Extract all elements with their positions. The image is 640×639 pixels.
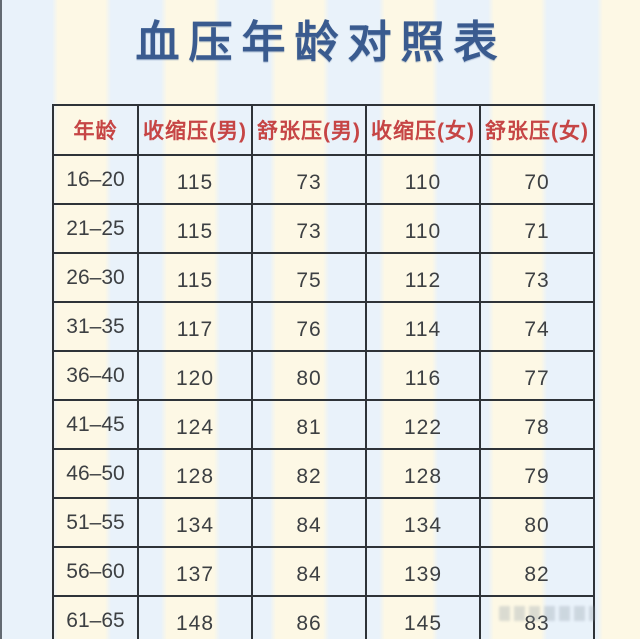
age-cell: 46–50 — [52, 448, 139, 499]
value-cell: 116 — [365, 350, 481, 401]
age-cell: 41–45 — [52, 399, 139, 450]
value-cell: 79 — [479, 448, 595, 499]
value-cell: 134 — [365, 497, 481, 548]
bp-table-header: 年龄 收缩压(男) 舒张压(男) 收缩压(女) 舒张压(女) — [52, 104, 595, 156]
value-cell: 110 — [365, 203, 481, 254]
value-cell: 78 — [479, 399, 595, 450]
value-cell: 128 — [137, 448, 253, 499]
value-cell: 122 — [365, 399, 481, 450]
value-cell: 82 — [251, 448, 367, 499]
value-cell: 112 — [365, 252, 481, 303]
age-cell: 21–25 — [52, 203, 139, 254]
value-cell: 76 — [251, 301, 367, 352]
table-row: 36–40 120 80 116 77 — [52, 350, 595, 401]
header-cell: 舒张压(男) — [251, 104, 367, 156]
table-row: 61–65 148 86 145 83 — [52, 595, 595, 639]
header-cell: 舒张压(女) — [479, 104, 595, 156]
table-row: 41–45 124 81 122 78 — [52, 399, 595, 450]
value-cell: 148 — [137, 595, 253, 639]
table-row: 21–25 115 73 110 71 — [52, 203, 595, 254]
table-row: 16–20 115 73 110 70 — [52, 154, 595, 205]
value-cell: 81 — [251, 399, 367, 450]
value-cell: 71 — [479, 203, 595, 254]
age-cell: 31–35 — [52, 301, 139, 352]
watermark — [499, 606, 595, 621]
table-row: 26–30 115 75 112 73 — [52, 252, 595, 303]
table-row: 56–60 137 84 139 82 — [52, 546, 595, 597]
age-cell: 61–65 — [52, 595, 139, 639]
page-title: 血压年龄对照表 — [135, 18, 507, 67]
table-row: 31–35 117 76 114 74 — [52, 301, 595, 352]
value-cell: 73 — [251, 154, 367, 205]
age-cell: 26–30 — [52, 252, 139, 303]
value-cell: 128 — [365, 448, 481, 499]
value-cell: 120 — [137, 350, 253, 401]
value-cell: 75 — [251, 252, 367, 303]
table-row: 51–55 134 84 134 80 — [52, 497, 595, 548]
value-cell: 84 — [251, 497, 367, 548]
value-cell: 117 — [137, 301, 253, 352]
age-cell: 16–20 — [52, 154, 139, 205]
value-cell: 115 — [137, 203, 253, 254]
value-cell: 115 — [137, 252, 253, 303]
value-cell: 70 — [479, 154, 595, 205]
value-cell: 86 — [251, 595, 367, 639]
value-cell: 82 — [479, 546, 595, 597]
value-cell: 73 — [479, 252, 595, 303]
header-cell: 收缩压(女) — [365, 104, 481, 156]
header-cell: 收缩压(男) — [137, 104, 253, 156]
age-cell: 51–55 — [52, 497, 139, 548]
value-cell: 139 — [365, 546, 481, 597]
value-cell: 84 — [251, 546, 367, 597]
age-cell: 36–40 — [52, 350, 139, 401]
value-cell: 145 — [365, 595, 481, 639]
header-cell: 年龄 — [52, 104, 139, 156]
value-cell: 77 — [479, 350, 595, 401]
value-cell: 74 — [479, 301, 595, 352]
value-cell: 124 — [137, 399, 253, 450]
value-cell: 114 — [365, 301, 481, 352]
value-cell: 80 — [251, 350, 367, 401]
header-row: 年龄 收缩压(男) 舒张压(男) 收缩压(女) 舒张压(女) — [52, 104, 595, 156]
age-cell: 56–60 — [52, 546, 139, 597]
value-cell: 80 — [479, 497, 595, 548]
bp-table-body: 16–20 115 73 110 70 21–25 115 73 110 71 26–30 115 75… — [52, 154, 595, 639]
value-cell: 115 — [137, 154, 253, 205]
value-cell: 137 — [137, 546, 253, 597]
value-cell: 73 — [251, 203, 367, 254]
value-cell: 134 — [137, 497, 253, 548]
table-row: 46–50 128 82 128 79 — [52, 448, 595, 499]
value-cell: 83 — [479, 595, 595, 639]
bp-table: 年龄 收缩压(男) 舒张压(男) 收缩压(女) 舒张压(女) 16–20 115 73 110… — [52, 104, 595, 639]
value-cell: 110 — [365, 154, 481, 205]
